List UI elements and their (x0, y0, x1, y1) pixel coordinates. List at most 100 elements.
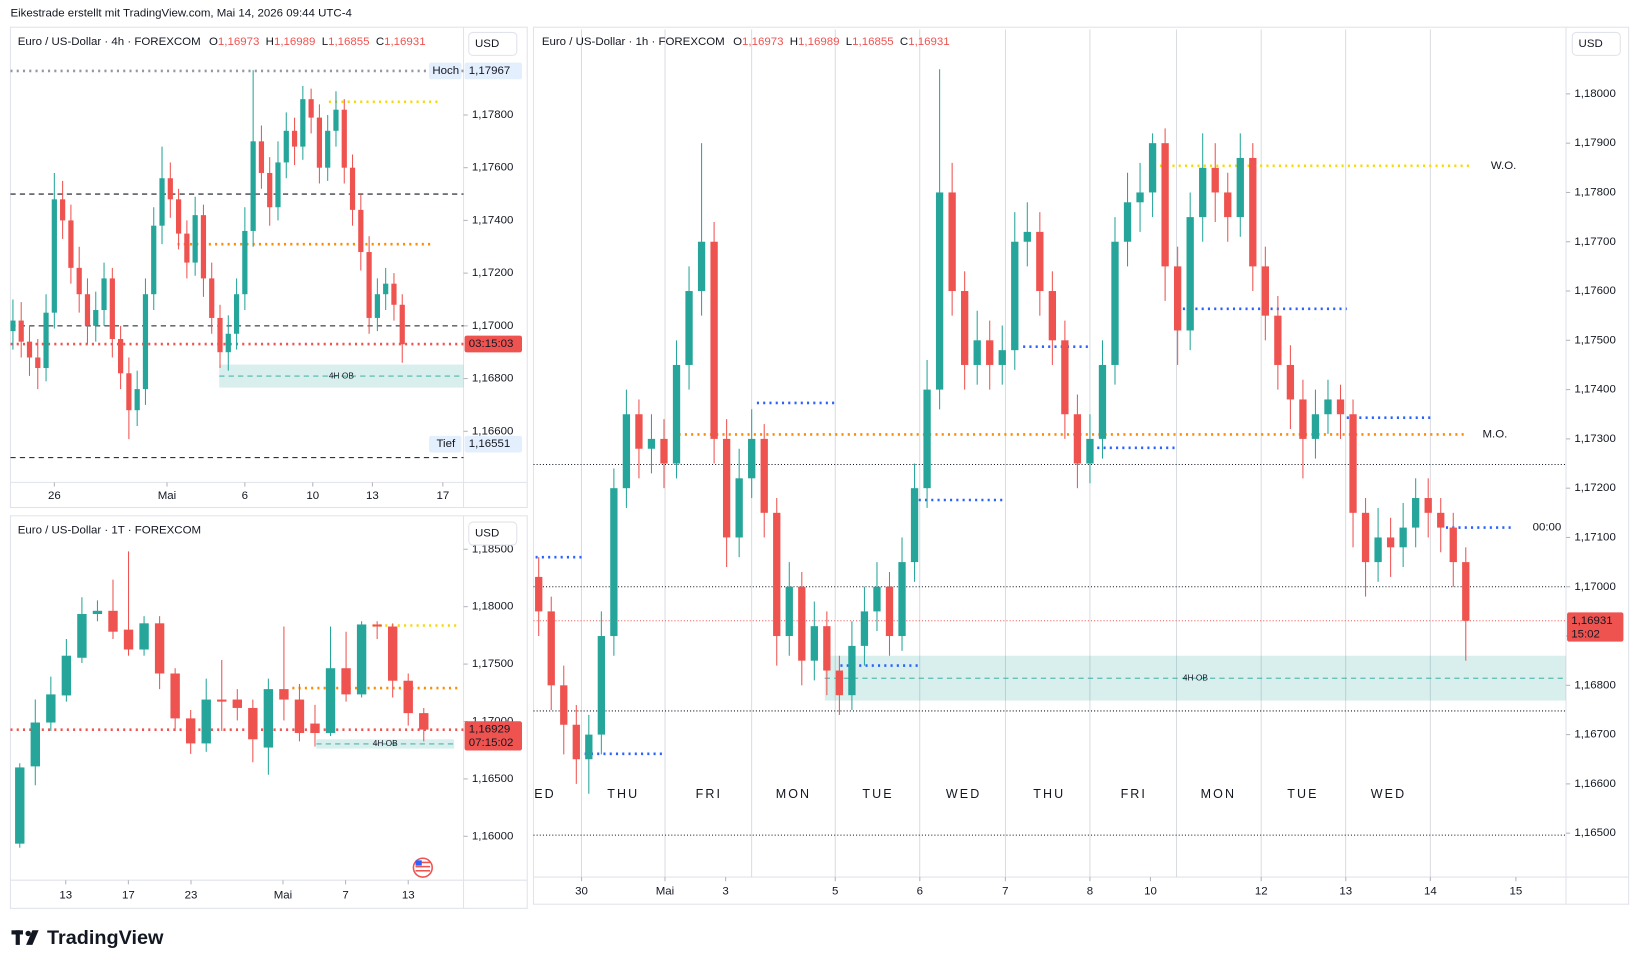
symbol-title: Euro / US-Dollar · 4h · FOREXCOM (18, 36, 201, 48)
candle-body (635, 414, 643, 449)
candle-body (572, 724, 580, 760)
y-tick-label: 1,17500 (1574, 334, 1615, 346)
ohlc-key: C (900, 36, 908, 48)
y-tick-label: 1,17000 (1574, 581, 1615, 593)
price-label-box (464, 62, 523, 80)
panel-frame (532, 26, 1630, 905)
y-tick-label: 1,16600 (1574, 778, 1615, 790)
candle-body (139, 623, 149, 650)
candle-body (92, 610, 103, 615)
candle-body (77, 614, 87, 658)
y-tick-label: 1,17700 (1574, 236, 1615, 248)
candle-body (1086, 438, 1094, 464)
candle-body (159, 178, 165, 226)
ohlc-value: 1,16931 (384, 36, 425, 48)
candle-body (341, 109, 347, 168)
candle-body (93, 310, 99, 326)
candle-body (84, 294, 91, 326)
candle-body (1036, 231, 1044, 292)
ohlc-value: 1,16973 (742, 36, 783, 48)
x-tick-label: 13 (366, 490, 379, 502)
x-tick-label: 3 (722, 886, 728, 898)
candle-body (372, 624, 382, 627)
candle-body (1048, 291, 1057, 341)
zone-label: 4H OB (329, 370, 354, 380)
candle-body (60, 199, 66, 221)
y-tick-label: 1,17400 (472, 214, 513, 226)
candle-body (76, 267, 82, 295)
candle-body (1374, 537, 1382, 563)
y-tick-label: 1,17200 (472, 267, 513, 279)
x-tick-label: 10 (306, 490, 319, 502)
y-tick-label: 1,16600 (472, 425, 513, 437)
candle-body (1424, 498, 1432, 513)
candle-body (258, 141, 265, 173)
y-tick-label: 1,17400 (1574, 384, 1615, 396)
candle-body (217, 317, 223, 353)
y-tick-label: 1,16800 (472, 373, 513, 385)
candle-body (1299, 399, 1307, 439)
candle-body (383, 283, 389, 295)
x-tick-label: 6 (917, 886, 923, 898)
candle-body (810, 626, 818, 661)
plot-area: 4H OB (10, 551, 464, 848)
candle-body (374, 294, 381, 318)
price-label: 1,16551 (469, 438, 510, 450)
symbol-title: Euro / US-Dollar · 1T · FOREXCOM (18, 524, 201, 536)
session-label: TUE (862, 787, 893, 801)
candle-body (250, 141, 256, 231)
currency: USD (475, 38, 499, 50)
x-tick-label: 17 (122, 889, 135, 901)
price-label-sub: 15:02 (1571, 628, 1600, 640)
ohlc-value: 1,16989 (798, 36, 839, 48)
candle-body (860, 611, 869, 646)
candle-body (267, 172, 273, 208)
candle-body (117, 339, 124, 374)
candle-body (1061, 340, 1069, 415)
ohlc-key: H (266, 36, 274, 48)
candle-body (209, 278, 215, 318)
price-tag-box (429, 62, 462, 80)
candle-body (294, 699, 305, 733)
ohlc-key: O (733, 36, 742, 48)
candle-body (123, 629, 134, 650)
candle-body (1261, 266, 1269, 316)
candle-body (263, 689, 274, 748)
price-tag-box (429, 435, 462, 453)
y-tick-label: 1,17900 (1574, 137, 1615, 149)
x-tick-label: 30 (575, 886, 588, 898)
candle-body (192, 215, 198, 263)
candle-body (154, 623, 165, 674)
candle-body (61, 655, 72, 696)
level-label: W.O. (1491, 160, 1517, 172)
x-tick-label: 13 (59, 889, 72, 901)
candle-body (101, 278, 107, 311)
candle-body (142, 294, 149, 390)
chart-legend: Euro / US-Dollar · 4h · FOREXCOM O1,16973… (18, 36, 426, 48)
candle-body (242, 230, 248, 295)
currency: USD (475, 528, 499, 540)
y-tick-label: 1,17800 (1574, 186, 1615, 198)
plot-area: 4H OB (10, 69, 464, 459)
candle-body (1148, 143, 1157, 193)
ohlc-key: L (846, 36, 852, 48)
candle-body (175, 199, 182, 234)
x-tick-label: 26 (48, 490, 61, 502)
ohlc-value: 1,16855 (852, 36, 893, 48)
candle-body (1324, 399, 1332, 415)
candle-body (170, 673, 180, 719)
candle-body (403, 680, 413, 714)
session-label: FRI (1121, 787, 1147, 801)
candle-body (760, 438, 768, 513)
candle-body (697, 241, 706, 292)
x-tick-label: 6 (242, 490, 248, 502)
ohlc-key: H (790, 36, 798, 48)
chart-panel: ED THU FRI MON TUE WED THU FRI MON TUE WED 4H OB W.O… (532, 26, 1630, 905)
y-tick-label: 1,17200 (1574, 482, 1615, 494)
candle-body (275, 162, 281, 208)
candle-body (126, 373, 132, 411)
candle-body (1111, 241, 1119, 365)
level-label: 00:00 (1533, 522, 1562, 534)
candle-body (248, 707, 258, 740)
